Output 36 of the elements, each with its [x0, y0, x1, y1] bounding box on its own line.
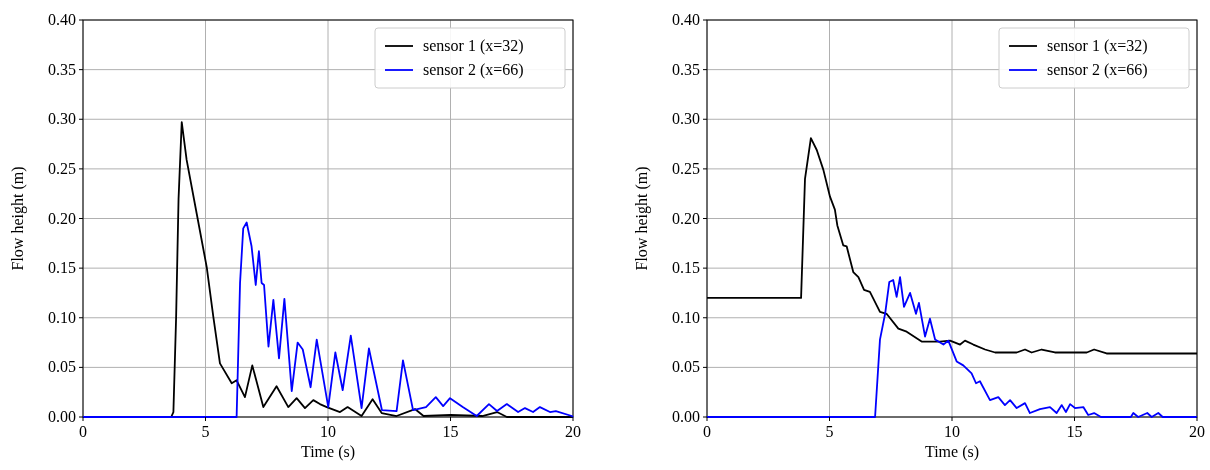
y-axis-title: Flow height (m) [633, 166, 651, 271]
y-tick-label: 0.35 [672, 60, 700, 78]
y-tick-label: 0.25 [672, 159, 700, 177]
y-tick-label: 0.00 [48, 408, 76, 425]
x-tick-label: 20 [565, 423, 581, 440]
y-tick-label: 0.15 [48, 259, 76, 277]
y-axis-title: Flow height (m) [9, 166, 27, 271]
x-tick-label: 10 [944, 423, 960, 440]
x-tick-label: 0 [703, 423, 711, 440]
x-tick-label: 5 [201, 423, 210, 440]
y-tick-label: 0.20 [48, 209, 76, 227]
x-tick-label: 20 [1189, 423, 1205, 440]
y-tick-label: 0.35 [48, 60, 76, 78]
y-tick-label: 0.15 [672, 259, 700, 277]
y-tick-label: 0.20 [672, 209, 700, 227]
x-tick-label: 15 [442, 423, 459, 440]
x-tick-label: 5 [825, 423, 834, 440]
legend-label: sensor 2 (x=66) [423, 61, 524, 79]
y-tick-label: 0.10 [48, 308, 76, 326]
y-tick-label: 0.00 [672, 408, 700, 425]
x-tick-label: 15 [1066, 423, 1083, 440]
legend-label: sensor 1 (x=32) [423, 37, 524, 55]
y-tick-label: 0.25 [48, 159, 76, 177]
x-tick-label: 0 [79, 423, 87, 440]
x-axis-title: Time (s) [924, 443, 980, 461]
y-tick-label: 0.30 [672, 110, 700, 128]
y-tick-label: 0.40 [48, 11, 76, 28]
legend-label: sensor 2 (x=66) [1047, 61, 1148, 79]
y-tick-label: 0.10 [672, 308, 700, 326]
y-tick-label: 0.05 [672, 358, 700, 376]
y-tick-label: 0.05 [48, 358, 76, 376]
y-tick-label: 0.40 [672, 11, 700, 28]
x-tick-label: 10 [320, 423, 336, 440]
legend-label: sensor 1 (x=32) [1047, 37, 1148, 55]
x-axis-title: Time (s) [300, 443, 356, 461]
y-tick-label: 0.30 [48, 110, 76, 128]
